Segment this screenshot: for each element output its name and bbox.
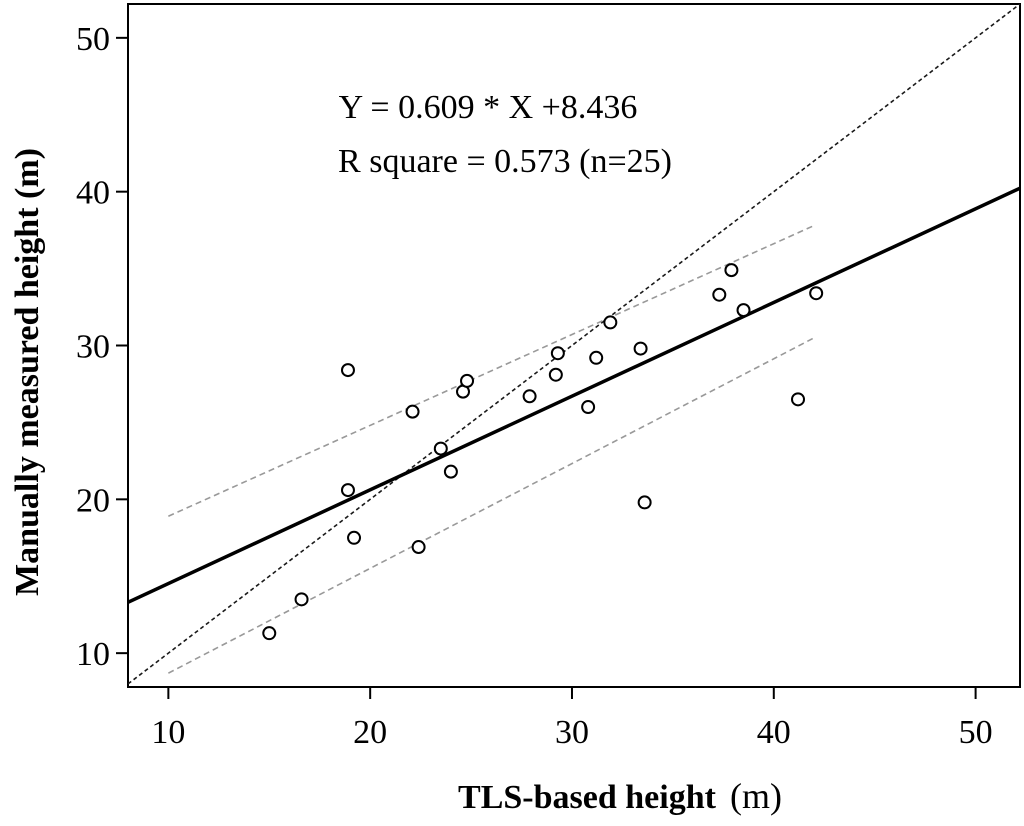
data-point	[262, 626, 277, 641]
x-tick-label: 30	[555, 714, 589, 751]
data-points	[262, 263, 824, 641]
data-point	[724, 263, 739, 278]
y-tick-label: 50	[76, 21, 110, 58]
x-axis-title: TLS-based height (m)	[458, 776, 782, 816]
data-point	[294, 592, 309, 607]
y-axis: 10 20 30 40 50	[76, 21, 128, 673]
y-axis-title: Manually measured height (m)	[9, 148, 46, 596]
x-axis-unit: (m)	[730, 776, 782, 816]
equation-annotation: Y = 0.609 * X +8.436	[339, 89, 638, 126]
data-point	[522, 389, 537, 404]
data-point	[460, 373, 475, 388]
x-tick-label: 50	[959, 714, 993, 751]
data-point	[712, 287, 727, 302]
x-tick-label: 40	[757, 714, 791, 751]
data-point	[633, 341, 648, 356]
y-tick-label: 40	[76, 175, 110, 212]
confidence-band-lower	[167, 337, 815, 674]
data-point	[405, 404, 420, 419]
confidence-band-upper	[168, 224, 815, 517]
x-tick-label: 20	[353, 714, 387, 751]
data-point	[433, 441, 448, 456]
data-point	[340, 363, 355, 378]
data-point	[736, 303, 751, 318]
data-point	[411, 540, 426, 555]
data-point	[443, 464, 458, 479]
y-tick-label: 20	[76, 482, 110, 519]
data-point	[791, 392, 806, 407]
regression-line	[128, 186, 1020, 604]
y-tick-label: 10	[76, 636, 110, 673]
data-point	[581, 400, 596, 415]
y-tick-label: 30	[76, 329, 110, 366]
identity-line	[128, 4, 1020, 685]
data-point	[809, 286, 824, 301]
data-point	[347, 530, 362, 545]
x-tick-label: 10	[151, 714, 185, 751]
x-axis-title-text: TLS-based height	[458, 779, 717, 816]
data-point	[340, 483, 355, 498]
data-point	[589, 350, 604, 365]
data-point	[637, 495, 652, 510]
r-square-annotation: R square = 0.573 (n=25)	[338, 143, 672, 180]
data-point	[548, 367, 563, 382]
data-point	[603, 315, 618, 330]
data-point	[550, 346, 565, 361]
x-axis: 10 20 30 40 50	[151, 687, 993, 751]
